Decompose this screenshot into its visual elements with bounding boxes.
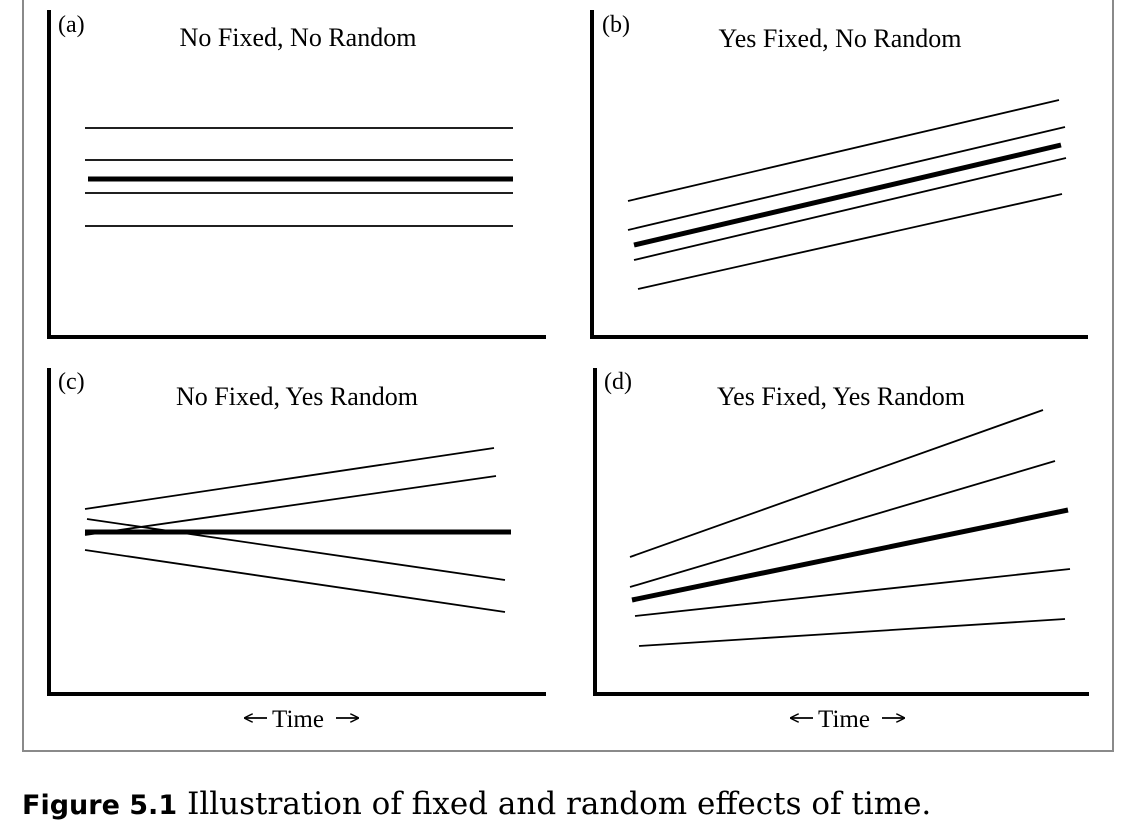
panel-d: (d) Yes Fixed, Yes Random Time — [593, 368, 1089, 733]
individual-trajectory-line — [629, 409, 1044, 558]
time-label: Time — [272, 706, 324, 733]
mean-trajectory-line — [631, 507, 1069, 603]
panel-d-letter: (d) — [604, 369, 632, 395]
panel-a-title: No Fixed, No Random — [180, 23, 417, 52]
panel-c-title: No Fixed, Yes Random — [176, 382, 418, 411]
panel-b-lines — [627, 99, 1067, 290]
individual-trajectory-line — [627, 126, 1066, 231]
individual-trajectory-line — [627, 99, 1060, 202]
individual-trajectory-line — [86, 518, 506, 581]
panel-d-title: Yes Fixed, Yes Random — [717, 382, 965, 411]
individual-trajectory-line — [84, 447, 495, 510]
caption-label: Figure 5.1 — [22, 790, 178, 821]
individual-trajectory-line — [629, 460, 1056, 588]
panel-a: (a) No Fixed, No Random — [47, 10, 546, 339]
panel-a-letter: (a) — [58, 12, 85, 38]
panel-b: (b) Yes Fixed, No Random — [590, 10, 1088, 339]
panel-c: (c) No Fixed, Yes Random Time — [47, 368, 546, 733]
caption-text: Illustration of fixed and random effects… — [187, 786, 932, 822]
mean-trajectory-line — [633, 142, 1062, 248]
panel-a-lines — [85, 127, 513, 227]
panel-d-lines — [629, 409, 1071, 647]
figure-caption: Figure 5.1 Illustration of fixed and rand… — [22, 786, 931, 822]
panel-d-time-label: Time — [791, 706, 904, 733]
panel-c-time-label: Time — [245, 706, 358, 733]
panel-c-letter: (c) — [58, 369, 85, 395]
individual-trajectory-line — [634, 568, 1071, 617]
individual-trajectory-line — [84, 549, 506, 613]
individual-trajectory-line — [638, 618, 1066, 647]
individual-trajectory-line — [84, 475, 497, 536]
figure-panels: (a) No Fixed, No Random (b) Yes Fixed, N… — [47, 10, 1089, 733]
individual-trajectory-line — [633, 157, 1067, 261]
panel-b-letter: (b) — [602, 12, 630, 38]
panel-c-lines — [84, 447, 511, 613]
individual-trajectory-line — [637, 193, 1063, 290]
panel-b-title: Yes Fixed, No Random — [719, 24, 962, 53]
time-label: Time — [818, 706, 870, 733]
